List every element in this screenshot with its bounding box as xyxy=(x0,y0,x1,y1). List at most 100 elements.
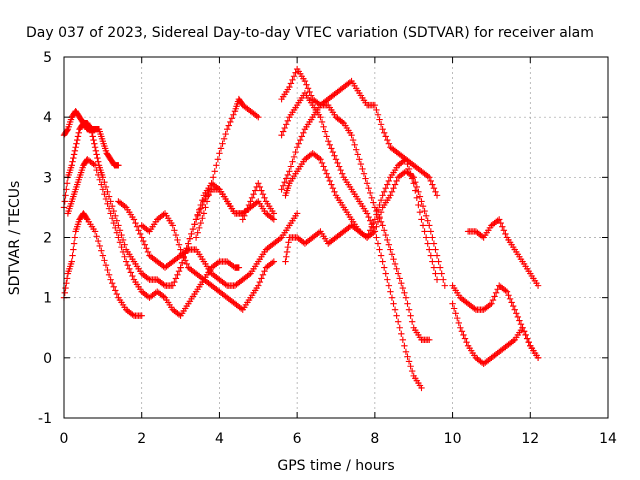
data-point xyxy=(365,213,372,221)
data-point xyxy=(281,124,288,132)
data-point xyxy=(348,132,355,139)
data-point xyxy=(70,151,78,158)
data-point xyxy=(461,335,469,342)
data-point xyxy=(401,342,408,349)
data-point xyxy=(377,196,385,204)
data-point xyxy=(418,384,425,392)
data-point xyxy=(511,306,518,313)
data-point xyxy=(222,130,229,138)
data-point xyxy=(377,209,385,216)
data-point xyxy=(416,193,424,200)
data-point xyxy=(141,241,149,248)
data-point xyxy=(122,258,130,265)
data-point xyxy=(440,276,447,283)
data-point xyxy=(435,258,442,265)
data-point xyxy=(241,212,248,220)
data-point xyxy=(286,168,293,175)
data-point xyxy=(346,79,354,86)
data-point xyxy=(424,240,431,247)
data-point xyxy=(281,178,288,186)
data-point xyxy=(269,215,276,222)
data-point xyxy=(391,260,399,268)
data-point xyxy=(62,284,69,292)
data-point xyxy=(405,306,413,313)
data-point xyxy=(323,170,330,177)
x-tick-label: 8 xyxy=(370,431,379,447)
data-point xyxy=(370,219,377,227)
data-point xyxy=(224,126,231,133)
data-point xyxy=(69,252,76,259)
data-point xyxy=(421,228,428,235)
data-point xyxy=(289,158,296,165)
data-point xyxy=(391,181,399,188)
data-point xyxy=(384,181,391,188)
data-point xyxy=(433,252,441,259)
data-point xyxy=(388,251,396,258)
data-point xyxy=(328,181,335,188)
series-track-j xyxy=(278,65,433,343)
data-point xyxy=(385,177,393,185)
x-tick-label: 10 xyxy=(444,431,462,447)
data-point xyxy=(105,205,113,212)
data-point xyxy=(130,216,138,223)
data-point xyxy=(144,227,152,234)
data-point xyxy=(104,200,111,208)
data-point xyxy=(320,163,327,170)
data-point xyxy=(373,234,380,241)
data-point xyxy=(385,282,393,289)
data-point xyxy=(356,156,363,163)
data-point xyxy=(390,255,397,263)
data-point xyxy=(290,73,298,80)
data-point xyxy=(412,187,419,194)
y-tick-label: 5 xyxy=(43,50,52,66)
data-point xyxy=(205,192,212,199)
data-point xyxy=(332,156,340,163)
data-point xyxy=(270,258,278,265)
data-point xyxy=(160,211,167,218)
data-point xyxy=(401,289,408,297)
data-point xyxy=(353,146,360,153)
data-point xyxy=(303,81,310,88)
data-point xyxy=(306,88,313,96)
axis-ticks xyxy=(63,56,609,419)
data-point xyxy=(398,330,405,337)
data-point xyxy=(297,136,304,144)
data-point xyxy=(129,311,136,318)
data-point xyxy=(140,237,147,245)
data-point xyxy=(415,188,422,195)
data-point xyxy=(393,177,400,185)
data-point xyxy=(426,246,433,253)
data-point xyxy=(380,129,388,137)
data-point xyxy=(63,127,71,134)
data-point xyxy=(405,358,413,365)
data-point xyxy=(430,264,438,271)
data-point xyxy=(186,235,194,242)
data-point xyxy=(196,206,203,214)
data-point xyxy=(110,283,117,291)
data-point xyxy=(523,335,531,342)
data-point xyxy=(534,282,542,289)
data-point xyxy=(478,233,486,240)
data-point xyxy=(430,240,438,247)
data-point xyxy=(436,264,444,271)
data-point xyxy=(315,229,323,236)
data-point xyxy=(197,201,204,209)
data-point xyxy=(253,199,260,206)
data-point xyxy=(250,190,257,198)
data-point xyxy=(359,165,366,173)
data-point xyxy=(115,162,122,169)
data-point xyxy=(287,163,295,170)
data-point xyxy=(99,252,107,259)
data-point xyxy=(424,217,431,224)
data-point xyxy=(169,222,176,229)
data-point xyxy=(121,203,128,210)
data-point xyxy=(374,240,382,247)
data-point xyxy=(368,194,375,201)
data-point xyxy=(402,156,410,163)
data-point xyxy=(432,270,439,277)
data-point xyxy=(144,275,152,282)
data-point xyxy=(365,184,372,192)
data-point xyxy=(94,237,102,245)
data-point xyxy=(317,156,324,163)
